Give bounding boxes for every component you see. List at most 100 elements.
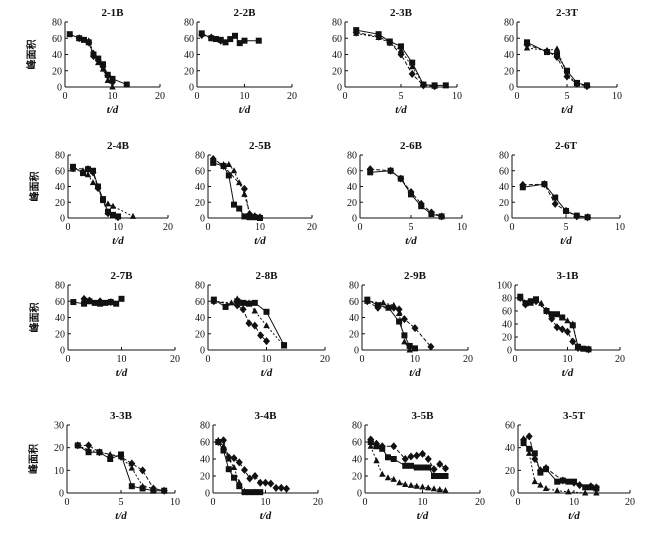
y-tick-label: 20 [55,198,65,209]
y-tick-label: 40 [504,50,514,61]
marker-triangle [353,29,360,36]
marker-square [406,342,413,349]
marker-triangle [375,33,382,40]
marker-diamond [240,184,248,193]
marker-diamond [562,206,570,215]
marker-triangle [228,299,235,306]
marker-square [580,345,587,352]
marker-triangle [84,171,92,178]
marker-diamond [519,180,527,189]
y-tick-label: 0 [60,214,65,225]
series-diamond [367,435,449,474]
x-tick-label: 20 [155,91,165,102]
marker-diamond [90,52,97,61]
marker-diamond [128,459,136,468]
marker-diamond [85,441,93,450]
marker-square [552,194,559,201]
y-tick-label: 80 [349,281,359,292]
y-tick-label: 20 [52,66,62,77]
marker-square [246,489,253,496]
marker-triangle [104,77,111,83]
marker-diamond [390,303,398,312]
marker-diamond [553,52,561,61]
x-tick-label: 20 [475,497,485,508]
y-axis-label: 峰面积 [28,303,41,333]
marker-diamond [84,165,92,174]
marker-triangle [419,483,426,490]
marker-square [413,464,420,471]
marker-diamond [366,165,374,174]
y-tick-label: 40 [347,182,357,193]
marker-diamond [536,466,544,475]
y-tick-label: 20 [195,198,205,209]
marker-triangle [220,442,227,449]
panel-3-4B: 3-4B 0 20 40 60 80 0 10 20 t/d [200,410,323,522]
marker-diamond [198,31,206,39]
marker-square [231,474,237,481]
marker-triangle [109,202,117,209]
x-tick-label: 5 [564,222,569,233]
x-tick-label: 10 [615,222,625,233]
series-line [367,300,411,351]
y-tick-label: 40 [349,313,359,324]
marker-diamond [75,34,83,43]
y-tick-label: 60 [352,438,362,449]
x-axis-label: t/d [260,510,272,522]
y-tick-label: 80 [55,281,65,292]
marker-diamond [592,483,600,492]
x-tick-label: 10 [563,354,573,365]
y-tick-label: 0 [354,346,359,357]
x-tick-label: 0 [65,497,70,508]
panel-2-2B: 2-2B 0 20 40 60 80 0 10 20 t/d [184,7,297,116]
y-axis-label: 峰面积 [25,40,38,70]
x-tick-label: 20 [163,222,173,233]
y-tick-label: 0 [205,489,210,500]
marker-triangle [431,82,438,89]
x-tick-label: 0 [513,354,518,365]
x-tick-label: 20 [625,497,635,508]
marker-diamond [543,307,550,315]
marker-triangle [234,295,241,302]
y-tick-label: 60 [349,297,359,308]
marker-square [255,37,262,44]
marker-triangle [430,485,438,492]
marker-diamond [587,482,595,491]
marker-diamond [277,483,285,492]
x-tick-label: 5 [399,91,404,102]
marker-triangle [79,167,87,174]
marker-diamond [408,70,416,78]
marker-triangle [128,464,135,471]
marker-diamond [427,342,435,351]
panel-title: 3-1B [557,270,580,282]
series-triangle [69,165,137,219]
x-tick-label: 10 [612,91,622,102]
x-tick-label: 10 [170,497,180,508]
marker-triangle [386,39,393,46]
marker-diamond [214,438,222,446]
marker-square [398,43,404,50]
y-tick-label: 40 [352,455,362,466]
marker-square [227,36,234,43]
marker-diamond [564,327,571,336]
marker-diamond [378,442,386,451]
marker-diamond [569,337,577,346]
x-tick-label: 10 [457,222,467,233]
marker-diamond [523,40,531,49]
marker-triangle [593,489,600,496]
x-tick-label: 10 [569,497,579,508]
y-tick-label: 80 [200,421,210,432]
marker-diamond [267,479,275,488]
marker-diamond [85,296,93,305]
marker-diamond [531,455,539,463]
marker-triangle [109,83,116,90]
y-tick-label: 60 [55,297,65,308]
panel-title: 2-6B [400,140,423,152]
x-tick-label: 20 [170,354,180,365]
y-tick-label: 0 [60,346,65,357]
marker-square [431,473,437,479]
series-diamond [352,28,439,91]
marker-diamond [94,184,102,193]
x-axis-label: t/d [405,235,417,247]
series-line [522,183,588,218]
